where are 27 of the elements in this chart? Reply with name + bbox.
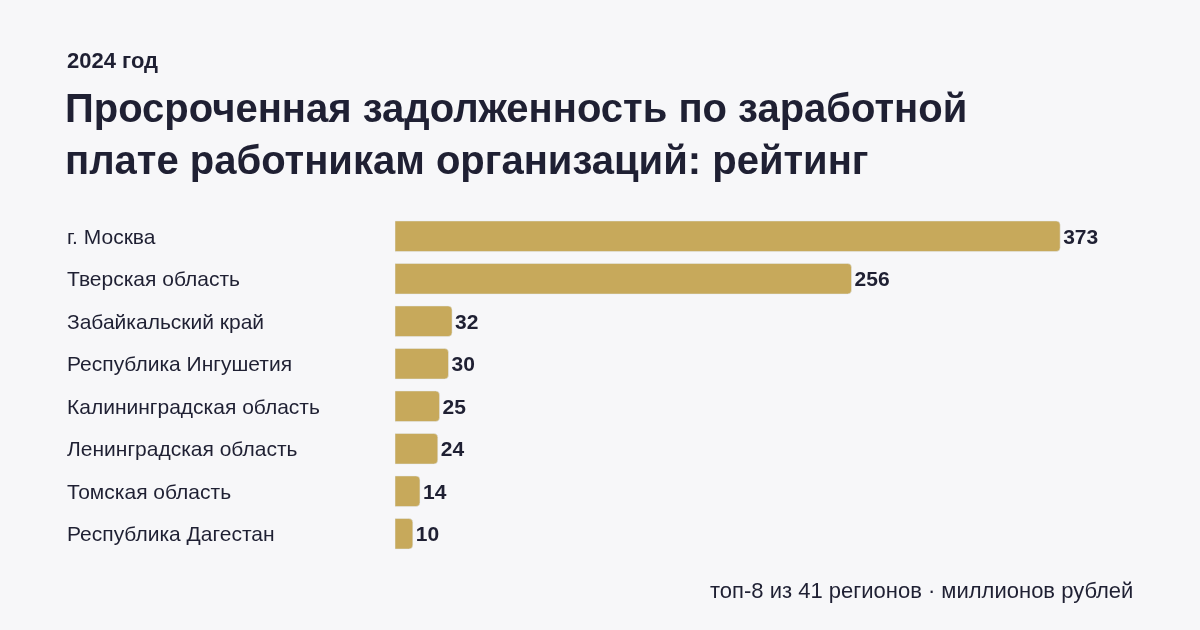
y-tick-label: Томская область [67, 480, 232, 503]
data-label: 373 [1063, 224, 1099, 248]
bar [395, 305, 453, 337]
data-label: 32 [455, 309, 479, 333]
y-tick-label: Тверская область [67, 267, 241, 290]
data-label: 256 [854, 267, 890, 291]
bar [395, 220, 1061, 252]
bar [395, 390, 440, 422]
data-label: 30 [451, 352, 475, 376]
bar [395, 518, 414, 550]
y-tick-label: Забайкальский край [67, 310, 265, 333]
data-label: 10 [415, 522, 440, 546]
data-label: 14 [422, 479, 447, 503]
y-tick-label: г. Москва [67, 225, 156, 248]
bar [395, 475, 421, 507]
bar [395, 348, 449, 380]
y-tick-label: Республика Дагестан [67, 522, 275, 545]
data-label: 24 [440, 437, 465, 461]
bar [395, 263, 852, 295]
text: 2024 год [67, 48, 159, 73]
data-label: 25 [442, 394, 467, 418]
y-tick-label: Калининградская область [67, 395, 320, 418]
chart-title: Просроченная задолженность по заработной плате работникам организаций: рейтинг [65, 86, 968, 182]
y-tick-label: Ленинградская область [67, 437, 298, 460]
bar [395, 433, 439, 465]
text: топ-8 из 41 регионов · миллионов рублей [710, 578, 1134, 603]
y-tick-label: Республика Ингушетия [67, 352, 293, 375]
